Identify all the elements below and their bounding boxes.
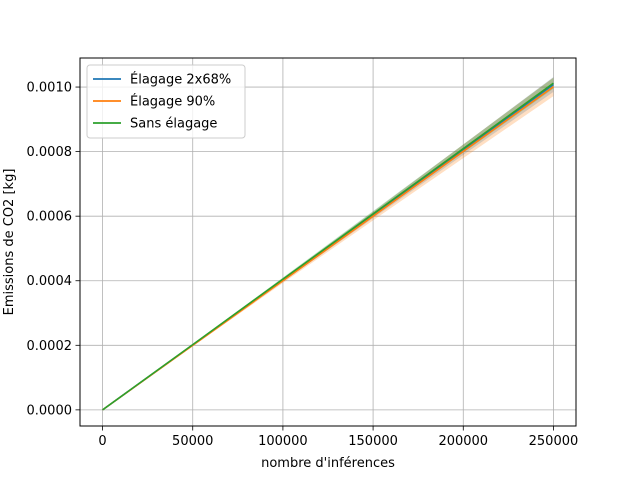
x-axis-ticks: 0 50000 100000 150000 200000 250000 bbox=[98, 426, 578, 449]
legend-items: Élagage 2x68% Élagage 90% Sans élagage bbox=[93, 72, 231, 132]
y-tick-label: 0.0002 bbox=[27, 339, 73, 354]
x-tick-label: 150000 bbox=[348, 434, 398, 449]
legend-label: Élagage 2x68% bbox=[130, 72, 231, 88]
x-tick-label: 50000 bbox=[172, 434, 213, 449]
y-axis-label: Emissions de CO2 [kg] bbox=[2, 169, 17, 316]
series-line bbox=[102, 82, 554, 411]
legend-label: Sans élagage bbox=[130, 117, 217, 132]
legend: Élagage 2x68% Élagage 90% Sans élagage bbox=[86, 64, 246, 139]
x-tick-label: 200000 bbox=[438, 434, 488, 449]
legend-box bbox=[86, 64, 246, 139]
y-axis-ticks: 0.0000 0.0002 0.0004 0.0006 0.0008 0.0010 bbox=[27, 81, 80, 418]
x-tick-label: 0 bbox=[98, 434, 106, 449]
y-tick-label: 0.0010 bbox=[27, 81, 73, 96]
plot-frame bbox=[79, 57, 577, 427]
y-tick-label: 0.0006 bbox=[27, 210, 73, 225]
x-tick-label: 250000 bbox=[529, 434, 579, 449]
x-tick-label: 100000 bbox=[258, 434, 308, 449]
y-tick-label: 0.0004 bbox=[27, 274, 73, 289]
legend-label: Élagage 90% bbox=[130, 94, 215, 110]
y-tick-label: 0.0008 bbox=[27, 145, 73, 160]
x-axis-label: nombre d'inférences bbox=[261, 456, 395, 471]
y-tick-label: 0.0000 bbox=[27, 403, 73, 418]
series-lines bbox=[102, 82, 554, 411]
